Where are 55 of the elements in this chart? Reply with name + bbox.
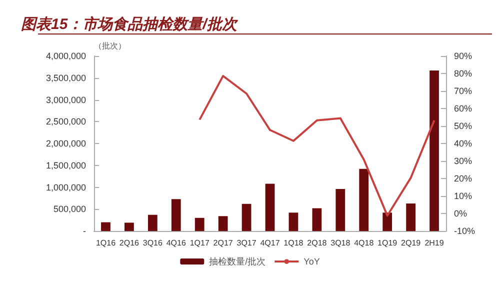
- legend-label: YoY: [304, 256, 320, 266]
- y-tick-label: 2,500,000: [46, 116, 86, 127]
- x-tick-label: 4Q16: [166, 238, 186, 248]
- x-tick-label: 1Q16: [96, 238, 116, 248]
- x-tick-label: 2Q18: [307, 238, 328, 248]
- y2-tick-label: 40%: [454, 138, 472, 148]
- bar: [194, 218, 204, 231]
- x-tick-label: 1Q19: [378, 238, 398, 248]
- x-tick-label: 4Q18: [354, 238, 374, 248]
- y-axis-title: （批次）: [94, 42, 126, 50]
- y2-tick-label: 80%: [454, 68, 472, 78]
- y2-tick-label: 70%: [454, 86, 472, 96]
- x-tick-label: 1Q18: [284, 238, 304, 248]
- bar: [359, 168, 369, 231]
- bar: [430, 70, 439, 231]
- chart-title: 图表15：市场食品抽检数量/批次: [21, 15, 238, 33]
- bar: [218, 216, 228, 231]
- x-tick-label: 2H19: [424, 238, 444, 248]
- x-tick-label: 3Q18: [330, 238, 351, 248]
- bar: [265, 184, 275, 231]
- y2-tick-label: 90%: [454, 51, 472, 61]
- bar: [336, 189, 346, 231]
- y2-tick-label: 30%: [454, 156, 472, 166]
- x-tick-label: 2Q17: [213, 238, 234, 248]
- y-tick-label: 4,000,000: [46, 51, 86, 61]
- y2-tick-label: 60%: [454, 104, 472, 114]
- x-tick-label: 3Q17: [236, 238, 257, 248]
- bar: [406, 203, 416, 231]
- x-tick-label: 2Q19: [401, 238, 422, 248]
- bar: [312, 208, 322, 231]
- y-tick-label: -: [83, 226, 86, 236]
- y-tick-label: 3,000,000: [46, 94, 86, 105]
- bar: [148, 214, 158, 231]
- y2-tick-label: 10%: [454, 191, 472, 201]
- y-tick-label: 2,000,000: [46, 138, 86, 148]
- y2-tick-label: -10%: [454, 226, 476, 236]
- y2-tick-label: 0%: [454, 208, 468, 218]
- x-tick-label: 3Q16: [142, 238, 163, 248]
- y-tick-label: 1,000,000: [46, 182, 86, 192]
- line-series: [198, 74, 436, 217]
- y-tick-label: 3,500,000: [46, 72, 86, 83]
- bar: [171, 199, 181, 231]
- bar: [242, 204, 252, 231]
- bar: [101, 222, 110, 231]
- bar: [124, 222, 134, 231]
- y-tick-label: 500,000: [53, 204, 86, 214]
- x-tick-label: 1Q17: [190, 238, 210, 248]
- y-tick-label: 1,500,000: [46, 160, 86, 170]
- bar: [382, 212, 392, 231]
- legend-label: 抽检数量/批次: [209, 256, 266, 266]
- bar: [288, 212, 298, 231]
- x-tick-label: 4Q17: [260, 238, 280, 248]
- y2-tick-label: 20%: [454, 174, 472, 184]
- y2-tick-label: 50%: [454, 121, 472, 131]
- x-tick-label: 2Q16: [119, 238, 140, 248]
